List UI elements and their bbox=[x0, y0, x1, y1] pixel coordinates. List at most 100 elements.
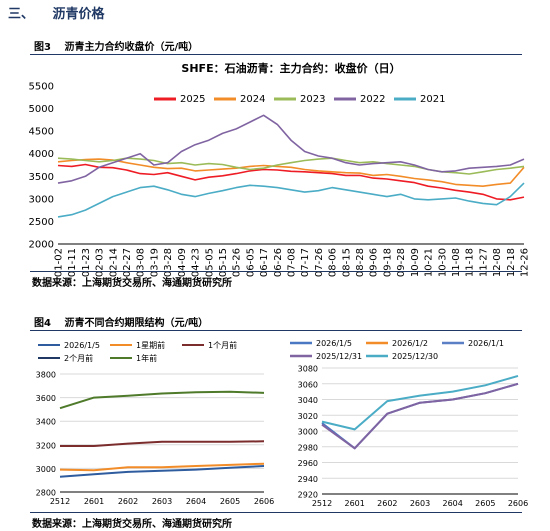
x-tick-label: 08-28 bbox=[355, 248, 366, 277]
series-line-2025/12/30 bbox=[321, 374, 519, 431]
legend-label: 1星期前 bbox=[136, 340, 165, 350]
legend-item: 2个月前 bbox=[38, 353, 93, 363]
figure3-label: 图3 bbox=[34, 42, 51, 53]
y-tick-label: 2500 bbox=[29, 217, 54, 228]
series-line-2026/1/5 bbox=[59, 465, 265, 478]
legend-item: 2025 bbox=[154, 94, 205, 105]
y-tick-label: 3000 bbox=[298, 428, 318, 437]
y-tick-label: 3040 bbox=[298, 396, 318, 405]
x-tick-label: 2604 bbox=[442, 499, 462, 508]
x-tick-label: 01-23 bbox=[81, 248, 92, 277]
y-tick-label: 4000 bbox=[29, 149, 54, 160]
legend-item: 2025/12/31 bbox=[290, 352, 362, 361]
x-tick-label: 12-08 bbox=[492, 248, 503, 277]
x-tick-label: 05-15 bbox=[218, 248, 229, 277]
x-tick-label: 07-17 bbox=[300, 248, 311, 277]
y-tick-label: 5500 bbox=[29, 82, 54, 93]
x-tick-label: 11-08 bbox=[451, 248, 462, 277]
x-tick-label: 03-19 bbox=[149, 248, 160, 277]
x-tick-label: 2512 bbox=[312, 499, 332, 508]
x-tick-label: 09-28 bbox=[396, 248, 407, 277]
legend-label: 1个月前 bbox=[208, 340, 237, 350]
legend-label: 2025/12/31 bbox=[316, 352, 362, 361]
x-tick-label: 09-18 bbox=[382, 248, 393, 277]
y-tick-label: 2800 bbox=[36, 489, 56, 498]
y-tick-label: 3000 bbox=[29, 194, 54, 205]
y-tick-label: 3060 bbox=[298, 380, 318, 389]
y-tick-label: 2000 bbox=[29, 240, 54, 251]
y-tick-label: 3500 bbox=[29, 172, 54, 183]
figure4-caption: 沥青不同合约期限结构（元/吨） bbox=[64, 318, 209, 329]
y-tick-label: 2920 bbox=[298, 491, 318, 500]
legend-label: 2021 bbox=[420, 94, 445, 105]
y-tick-label: 3800 bbox=[36, 371, 56, 380]
legend-label: 2个月前 bbox=[64, 353, 93, 363]
x-tick-label: 2605 bbox=[475, 499, 495, 508]
x-tick-label: 04-09 bbox=[177, 248, 188, 277]
y-tick-label: 3080 bbox=[298, 365, 318, 374]
legend-item: 2025/12/30 bbox=[366, 352, 438, 361]
figure4-top-rule bbox=[30, 330, 522, 331]
legend-item: 2026/1/5 bbox=[290, 339, 352, 348]
legend-label: 2026/1/2 bbox=[392, 339, 428, 348]
legend-label: 2024 bbox=[240, 94, 265, 105]
figure3-caption: 沥青主力合约收盘价（元/吨） bbox=[64, 42, 199, 53]
legend-item: 2021 bbox=[394, 94, 445, 105]
figure4-caption-row: 图4 沥青不同合约期限结构（元/吨） bbox=[34, 314, 208, 329]
term-structure-chart-right: 2026/1/5 2026/1/2 2026/1/1 2025/12/31 2025/1… bbox=[290, 339, 528, 508]
x-tick-label: 08-15 bbox=[341, 248, 352, 277]
section-title: 沥青价格 bbox=[52, 7, 105, 22]
series-line-2024 bbox=[57, 158, 525, 187]
figure3-source: 数据来源：上海期货交易所、海通期货研究所 bbox=[32, 278, 232, 289]
x-tick-label: 03-08 bbox=[136, 248, 147, 277]
term-structure-chart-left: 2026/1/5 1星期前 1个月前 2个月前 1年前 2800 3000 3200 3400 3… bbox=[36, 340, 275, 506]
x-tick-label: 2605 bbox=[220, 497, 240, 506]
legend-item: 1年前 bbox=[110, 353, 157, 363]
x-tick-label: 06-26 bbox=[273, 248, 284, 277]
chart-title: SHFE：石油沥青：主力合约：收盘价（日） bbox=[181, 61, 400, 75]
figure3-top-rule bbox=[30, 54, 522, 55]
legend-item: 2023 bbox=[274, 94, 325, 105]
x-tick-label: 2602 bbox=[377, 499, 397, 508]
x-tick-label: 05-05 bbox=[204, 248, 215, 277]
figure4-source: 数据来源：上海期货交易所、海通期货研究所 bbox=[32, 519, 232, 530]
section-heading: 三、 沥青价格 bbox=[8, 3, 105, 22]
x-tick-label: 2602 bbox=[118, 497, 138, 506]
legend-item: 2022 bbox=[334, 94, 385, 105]
legend-item: 1星期前 bbox=[110, 340, 165, 350]
x-tick-label: 2601 bbox=[344, 499, 364, 508]
y-tick-label: 3600 bbox=[36, 394, 56, 403]
x-tick-label: 2604 bbox=[186, 497, 206, 506]
x-tick-label: 2512 bbox=[50, 497, 70, 506]
legend-item: 2026/1/5 bbox=[38, 341, 100, 350]
x-tick-label: 10-21 bbox=[424, 248, 435, 277]
legend-label: 1年前 bbox=[136, 353, 157, 363]
figure3-caption-row: 图3 沥青主力合约收盘价（元/吨） bbox=[34, 38, 198, 53]
y-tick-label: 4500 bbox=[29, 127, 54, 138]
legend-label: 2023 bbox=[300, 94, 325, 105]
series-line-1星期前 bbox=[59, 462, 265, 472]
y-tick-label: 2960 bbox=[298, 459, 318, 468]
legend-label: 2022 bbox=[360, 94, 385, 105]
x-tick-label: 09-06 bbox=[369, 248, 380, 277]
x-tick-label: 10-09 bbox=[410, 248, 421, 277]
x-tick-label: 12-26 bbox=[520, 248, 529, 277]
x-tick-label: 06-17 bbox=[259, 248, 270, 277]
y-tick-label: 3000 bbox=[36, 465, 56, 474]
legend-item: 2024 bbox=[214, 94, 265, 105]
x-tick-label: 08-06 bbox=[328, 248, 339, 277]
x-tick-label: 11-27 bbox=[478, 248, 489, 277]
x-tick-label: 11-18 bbox=[465, 248, 476, 277]
section-number: 三、 bbox=[8, 7, 35, 22]
x-tick-label: 07-08 bbox=[287, 248, 298, 277]
x-tick-label: 01-11 bbox=[67, 248, 78, 277]
legend-label: 2025 bbox=[180, 94, 205, 105]
legend-label: 2026/1/1 bbox=[468, 339, 504, 348]
series-line-2026/1/5 bbox=[321, 382, 519, 450]
legend-label: 2025/12/30 bbox=[392, 352, 438, 361]
legend-item: 2026/1/2 bbox=[366, 339, 428, 348]
y-tick-label: 3400 bbox=[36, 418, 56, 427]
x-tick-label: 05-26 bbox=[232, 248, 243, 277]
legend-label: 2026/1/5 bbox=[64, 341, 100, 350]
series-line-2025 bbox=[57, 163, 525, 201]
